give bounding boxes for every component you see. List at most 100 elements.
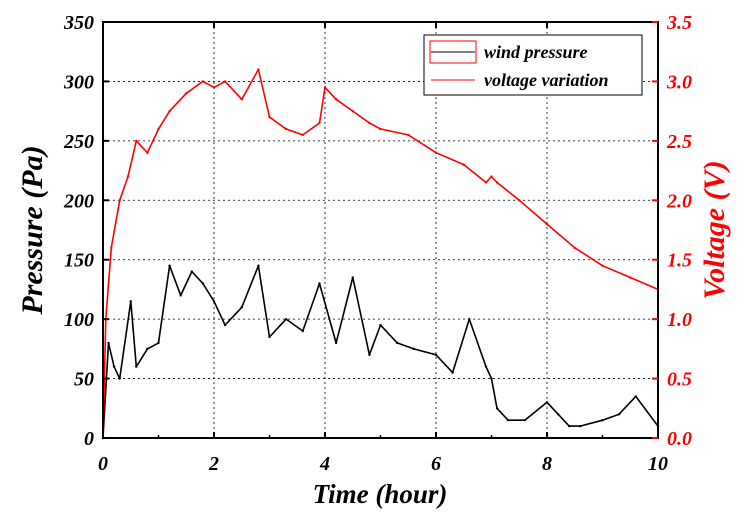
series-layer: [101, 68, 660, 440]
data-point-wind-pressure: [379, 323, 382, 327]
data-point-wind-pressure: [556, 413, 560, 416]
y2-tick-label: 3.5: [666, 12, 692, 34]
data-point-voltage-variation: [110, 246, 113, 250]
data-point-voltage-variation: [334, 98, 338, 101]
data-point-voltage-variation: [223, 80, 227, 83]
data-point-wind-pressure: [634, 395, 637, 398]
x-axis-title: Time (hour): [313, 479, 448, 509]
data-point-wind-pressure: [268, 335, 271, 339]
legend-box: [423, 34, 643, 96]
data-point-voltage-variation: [368, 121, 371, 125]
data-point-wind-pressure: [135, 365, 138, 368]
data-point-wind-pressure: [351, 276, 354, 279]
y2-tick-label: 0.5: [667, 369, 692, 391]
data-point-voltage-variation: [318, 121, 321, 125]
data-point-wind-pressure: [107, 341, 110, 345]
x-tick-label: 8: [542, 453, 552, 475]
data-point-wind-pressure: [118, 377, 121, 380]
data-point-voltage-variation: [545, 222, 549, 226]
data-point-wind-pressure: [568, 424, 571, 428]
data-point-wind-pressure: [318, 282, 321, 285]
data-point-wind-pressure: [334, 341, 338, 345]
x-tick-label: 10: [648, 453, 668, 475]
data-point-voltage-variation: [240, 98, 243, 101]
data-point-wind-pressure: [468, 317, 471, 321]
data-point-wind-pressure: [157, 341, 160, 345]
data-point-voltage-variation: [185, 92, 188, 95]
data-point-wind-pressure: [490, 377, 493, 380]
data-point-wind-pressure: [168, 264, 171, 267]
data-point-voltage-variation: [201, 80, 205, 83]
y2-axis-title: Voltage (V): [698, 160, 731, 299]
data-point-voltage-variation: [157, 127, 160, 131]
data-point-wind-pressure: [545, 401, 549, 404]
series-line-voltage-variation: [102, 68, 659, 439]
tick-layer: 0 2 4 6 8 100501001502002503003500.00.51.01.5…: [63, 12, 692, 475]
data-point-wind-pressure: [506, 418, 510, 422]
data-point-voltage-variation: [135, 139, 138, 143]
y-tick-label: 150: [64, 250, 94, 272]
data-point-wind-pressure: [368, 353, 371, 356]
x-tick-label: 4: [319, 453, 330, 475]
data-point-voltage-variation: [407, 133, 410, 137]
data-point-voltage-variation: [118, 199, 121, 202]
data-point-voltage-variation: [490, 175, 493, 178]
data-point-wind-pressure: [284, 317, 288, 321]
data-point-wind-pressure: [146, 347, 149, 351]
data-point-voltage-variation: [212, 86, 216, 89]
y-tick-label: 100: [64, 309, 94, 331]
y2-tick-label: 2.5: [666, 131, 692, 153]
data-point-wind-pressure: [451, 371, 454, 374]
x-tick-label: 2: [208, 453, 219, 475]
data-point-voltage-variation: [434, 151, 438, 154]
y-tick-label: 300: [63, 71, 94, 93]
data-point-wind-pressure: [579, 424, 582, 428]
data-point-wind-pressure: [112, 365, 116, 368]
data-point-voltage-variation: [146, 151, 149, 154]
y2-tick-label: 1.0: [667, 309, 692, 331]
y-tick-label: 200: [63, 190, 94, 212]
data-point-wind-pressure: [129, 300, 132, 303]
legend: wind pressure voltage variation: [423, 34, 643, 96]
data-point-wind-pressure: [601, 418, 604, 422]
data-point-voltage-variation: [257, 68, 260, 71]
data-point-voltage-variation: [284, 127, 288, 131]
data-point-wind-pressure: [434, 353, 438, 356]
y-axis-title: Pressure (Pa): [16, 145, 49, 315]
data-point-voltage-variation: [601, 264, 604, 267]
data-point-voltage-variation: [484, 181, 488, 184]
data-point-voltage-variation: [168, 109, 171, 113]
label-layer: Time (hour) Pressure (Pa) Voltage (V): [16, 145, 731, 509]
data-point-wind-pressure: [395, 341, 399, 345]
y2-tick-label: 3.0: [666, 71, 692, 93]
data-point-wind-pressure: [412, 347, 415, 351]
data-point-wind-pressure: [201, 282, 205, 285]
data-point-voltage-variation: [573, 246, 576, 250]
x-tick-label: 0: [98, 453, 108, 475]
grid-layer: [103, 22, 658, 438]
data-point-voltage-variation: [462, 163, 465, 166]
data-point-voltage-variation: [268, 115, 271, 119]
data-point-wind-pressure: [495, 407, 499, 410]
x-tick-label: 6: [431, 453, 441, 475]
data-point-wind-pressure: [257, 264, 260, 267]
data-point-voltage-variation: [126, 175, 130, 178]
data-point-wind-pressure: [301, 329, 304, 333]
legend-label-voltage-variation: voltage variation: [484, 70, 609, 90]
data-point-wind-pressure: [179, 294, 182, 297]
y2-tick-label: 1.5: [667, 250, 692, 272]
data-point-voltage-variation: [629, 276, 632, 279]
y-tick-label: 0: [84, 428, 94, 450]
y-tick-label: 50: [74, 369, 94, 391]
data-point-wind-pressure: [617, 413, 621, 416]
data-point-wind-pressure: [240, 306, 243, 309]
data-point-voltage-variation: [351, 109, 354, 113]
y2-tick-label: 0.0: [667, 428, 692, 450]
data-point-voltage-variation: [301, 133, 304, 137]
y-tick-label: 250: [63, 131, 94, 153]
series-line-wind-pressure: [102, 264, 659, 439]
data-point-wind-pressure: [223, 323, 227, 327]
data-point-wind-pressure: [190, 270, 193, 273]
